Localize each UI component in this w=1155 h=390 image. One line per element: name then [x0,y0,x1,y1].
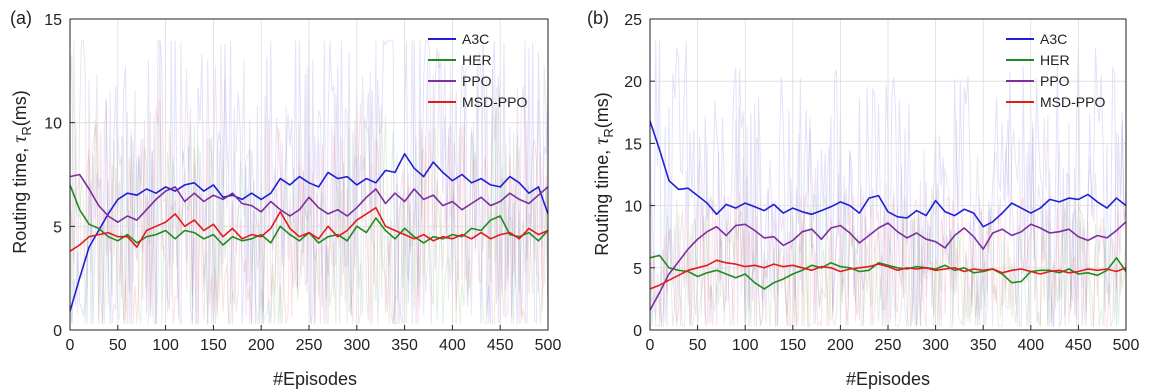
series-line-her [649,254,1127,290]
x-axis-title-b: #Episodes [846,369,930,389]
grid-a [70,19,548,330]
y-tick-label: 10 [624,199,642,216]
series-line-a3c [69,153,549,312]
series-line-ppo [649,221,1127,311]
x-tick-label: 200 [248,337,275,354]
x-axis-title-a: #Episodes [273,369,357,389]
y-axis-title-b: Routing time, τR(ms) [591,92,616,256]
panel-label-a: (a) [10,8,32,28]
legend-label-ppo: PPO [462,73,492,89]
x-tick-label: 400 [1017,337,1044,354]
x-tick-label: 250 [296,337,323,354]
y-ticks-a: 0 5 10 15 [44,12,75,340]
x-tick-label: 50 [109,337,127,354]
legend-label-a3c: A3C [1040,31,1067,47]
legend-label-msd-ppo: MSD-PPO [1040,94,1105,110]
x-tick-label: 200 [827,337,854,354]
smoothed-lines-a [69,153,549,312]
x-tick-label: 50 [689,337,707,354]
x-tick-label: 300 [922,337,949,354]
chart-panel-b: (b) 0 50 100 150 200 250 300 350 400 450 500 0 5 10 1… [587,8,1139,389]
x-tick-label: 300 [343,337,370,354]
x-tick-label: 150 [200,337,227,354]
y-tick-label: 0 [53,323,62,340]
panel-label-b: (b) [587,8,609,28]
y-ticks-b: 0 5 10 15 20 25 [624,12,655,340]
y-axis-title-a: Routing time, τR(ms) [9,90,34,254]
x-ticks-b: 0 50 100 150 200 250 300 350 400 450 500 [646,325,1140,354]
y-tick-label: 0 [633,323,642,340]
x-tick-label: 0 [646,337,655,354]
x-tick-label: 250 [875,337,902,354]
y-tick-label: 15 [44,12,62,29]
legend-label-her: HER [462,52,492,68]
series-line-a3c [649,120,1127,228]
x-tick-label: 450 [487,337,514,354]
series-line-msd-ppo [649,259,1127,290]
x-ticks-a: 0 50 100 150 200 250 300 350 400 450 500 [66,325,562,354]
x-tick-label: 500 [1113,337,1140,354]
y-tick-label: 25 [624,12,642,29]
legend-a: A3C HER PPO MSD-PPO [428,31,527,110]
legend-label-msd-ppo: MSD-PPO [462,94,527,110]
y-tick-label: 5 [633,261,642,278]
y-tick-label: 15 [624,136,642,153]
y-tick-label: 5 [53,219,62,236]
x-tick-label: 500 [535,337,562,354]
x-tick-label: 150 [779,337,806,354]
x-tick-label: 450 [1065,337,1092,354]
legend-label-her: HER [1040,52,1070,68]
x-tick-label: 350 [391,337,418,354]
y-tick-label: 20 [624,74,642,91]
x-tick-label: 350 [970,337,997,354]
chart-panel-a: (a) 0 50 100 150 200 250 300 350 400 450 500 0 5 10 1… [9,8,561,389]
series-line-ppo [69,173,549,223]
legend-b: A3C HER PPO MSD-PPO [1006,31,1105,110]
x-tick-label: 0 [66,337,75,354]
series-line-msd-ppo [69,206,549,252]
legend-label-a3c: A3C [462,31,489,47]
y-tick-label: 10 [44,116,62,133]
x-tick-label: 400 [439,337,466,354]
legend-label-ppo: PPO [1040,73,1070,89]
x-tick-label: 100 [152,337,179,354]
smoothed-lines-b [649,120,1127,311]
x-tick-label: 100 [732,337,759,354]
